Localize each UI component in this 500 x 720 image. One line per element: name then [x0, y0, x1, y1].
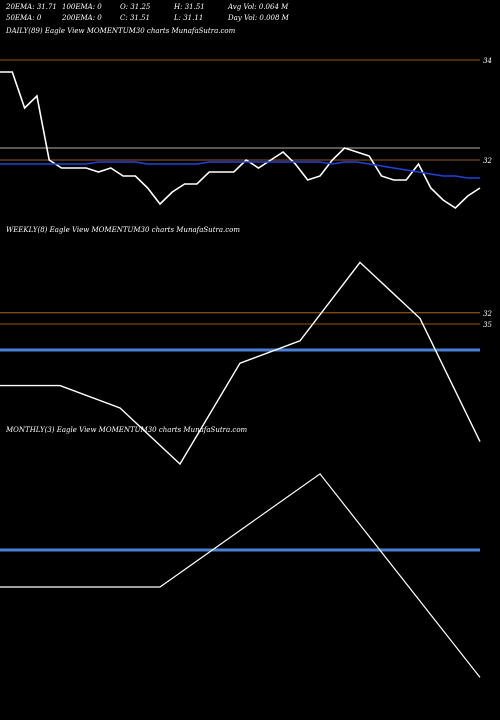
blue-band	[0, 348, 480, 352]
price-line	[0, 71, 481, 210]
high-readout: H: 31.51	[174, 3, 205, 11]
blue-band	[0, 548, 480, 552]
ema20-readout: 20EMA: 31.71	[6, 3, 57, 11]
ema-line	[0, 161, 480, 179]
ema200-readout: 200EMA: 0	[62, 14, 102, 22]
weekly-panel-title: WEEKLY(8) Eagle View MOMENTUM30 charts M…	[6, 226, 241, 234]
level-label: 35	[483, 321, 492, 329]
avg-vol-readout: Avg Vol: 0.064 M	[228, 3, 289, 11]
price-line	[0, 261, 481, 466]
low-readout: L: 31.11	[174, 14, 204, 22]
ema100-readout: 100EMA: 0	[62, 3, 102, 11]
monthly-panel-title: MONTHLY(3) Eagle View MOMENTUM30 charts …	[6, 426, 248, 434]
level-label: 32	[483, 157, 492, 165]
ema50-readout: 50EMA: 0	[6, 14, 42, 22]
day-vol-readout: Day Vol: 0.008 M	[228, 14, 289, 22]
daily-panel-title: DAILY(89) Eagle View MOMENTUM30 charts M…	[6, 27, 236, 35]
close-readout: C: 31.51	[120, 14, 150, 22]
open-readout: O: 31.25	[120, 3, 151, 11]
level-label: 34	[483, 57, 492, 65]
daily-panel: 34 32	[0, 57, 493, 210]
price-line	[0, 473, 481, 678]
level-label: 32	[483, 310, 492, 318]
monthly-panel	[0, 473, 481, 678]
